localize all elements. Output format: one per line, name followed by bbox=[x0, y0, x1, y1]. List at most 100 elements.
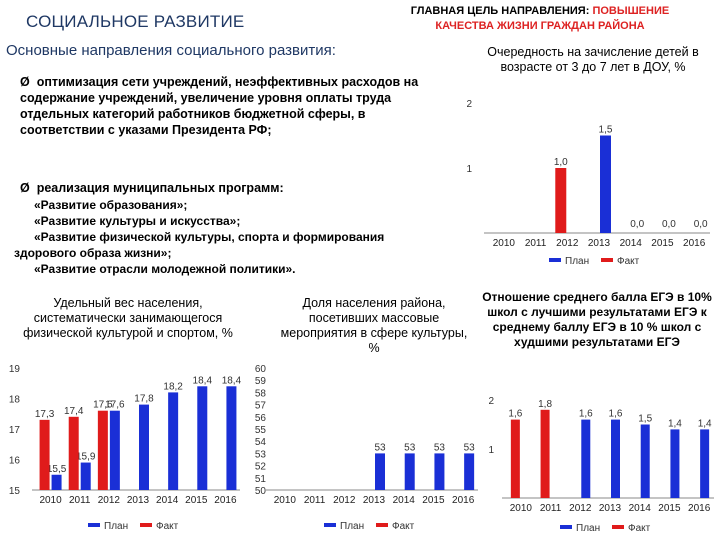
bullet-programs-text: реализация муниципальных программ: bbox=[36, 181, 284, 195]
x-tick-label: 2016 bbox=[214, 495, 237, 506]
bar-plan bbox=[611, 419, 620, 498]
x-tick-label: 2016 bbox=[452, 495, 475, 506]
x-tick-label: 2014 bbox=[620, 238, 643, 249]
data-label: 53 bbox=[434, 442, 446, 453]
bar-fact bbox=[39, 419, 50, 490]
legend-swatch-plan bbox=[560, 525, 572, 529]
x-tick-label: 2011 bbox=[540, 503, 562, 514]
data-label: 1,8 bbox=[538, 399, 552, 410]
data-label: 17,6 bbox=[93, 400, 113, 411]
x-tick-label: 2013 bbox=[599, 503, 622, 514]
y-tick-label: 1 bbox=[488, 445, 494, 456]
bullet-programs: Ø реализация муниципальных программ: bbox=[20, 180, 460, 196]
y-tick-label: 58 bbox=[255, 388, 267, 399]
bar-plan bbox=[581, 419, 591, 498]
bar-plan bbox=[80, 462, 91, 490]
program-item: «Развитие отрасли молодежной политики». bbox=[34, 262, 296, 276]
data-label: 1,5 bbox=[638, 414, 652, 425]
x-tick-label: 2010 bbox=[510, 503, 533, 514]
directions-title: Основные направления социального развити… bbox=[6, 42, 336, 59]
bar-plan bbox=[700, 429, 710, 498]
data-label: 15,9 bbox=[76, 452, 96, 463]
data-label: 18,4 bbox=[193, 375, 213, 386]
bar-plan bbox=[226, 386, 237, 490]
bar-plan bbox=[670, 429, 680, 498]
bar-plan bbox=[600, 135, 611, 233]
legend-swatch-fact bbox=[601, 258, 613, 262]
y-tick-label: 17 bbox=[9, 425, 21, 436]
bullet-marker-icon: Ø bbox=[20, 75, 30, 89]
data-label: 1,5 bbox=[599, 125, 613, 136]
chart-title-dou: Очередность на зачисление детей в возрас… bbox=[487, 45, 699, 74]
legend-label-plan: План bbox=[340, 521, 364, 532]
legend-swatch-plan bbox=[549, 258, 561, 262]
page-title: СОЦИАЛЬНОЕ РАЗВИТИЕ bbox=[26, 12, 245, 31]
bar-fact bbox=[68, 416, 79, 490]
data-label: 1,0 bbox=[554, 157, 568, 168]
data-label: 0,0 bbox=[662, 219, 676, 230]
x-tick-label: 2013 bbox=[588, 238, 611, 249]
chart-dou: 1 2 2010 2011 2012 1,0 2013 1,5 2014 0,0 2015 0,0 20… bbox=[466, 99, 710, 267]
chart-title-ege: Отношение среднего балла ЕГЭ в 10% школ … bbox=[482, 290, 712, 349]
y-tick-label: 53 bbox=[255, 449, 267, 460]
program-item: «Развитие культуры и искусства»; bbox=[34, 214, 241, 228]
x-tick-label: 2012 bbox=[556, 238, 579, 249]
x-tick-label: 2013 bbox=[127, 495, 150, 506]
program-item: «Развитие физической культуры, спорта и … bbox=[34, 230, 385, 244]
legend-label-fact: Факт bbox=[156, 521, 179, 532]
x-tick-label: 2015 bbox=[422, 495, 445, 506]
x-tick-label: 2012 bbox=[98, 495, 121, 506]
x-tick-label: 2014 bbox=[393, 495, 416, 506]
x-tick-label: 2012 bbox=[569, 503, 592, 514]
x-tick-label: 2015 bbox=[651, 238, 674, 249]
bullet-optimization-text: оптимизация сети учреждений, неэффективн… bbox=[20, 75, 419, 137]
data-label: 0,0 bbox=[630, 219, 644, 230]
x-tick-label: 2014 bbox=[156, 495, 179, 506]
program-list: «Развитие образования»; «Развитие культу… bbox=[14, 197, 454, 277]
program-item: здорового образа жизни»; bbox=[14, 246, 172, 260]
legend-swatch-plan bbox=[324, 523, 336, 527]
data-label: 17,8 bbox=[134, 394, 154, 405]
program-item: «Развитие образования»; bbox=[34, 198, 188, 212]
data-label: 18,4 bbox=[222, 375, 242, 386]
bar-plan bbox=[434, 453, 445, 490]
chart-title-culture: Доля населения района, посетивших массов… bbox=[280, 296, 468, 355]
x-tick-label: 2015 bbox=[185, 495, 208, 506]
main-goal-highlight: ПОВЫШЕНИЕ bbox=[592, 5, 670, 17]
bar-plan bbox=[375, 453, 385, 490]
x-tick-label: 2013 bbox=[363, 495, 386, 506]
chart-sport: 15 16 17 18 19 2010 15,5 17,3 2011 15,9 17,4 2012 17… bbox=[9, 364, 242, 532]
legend-swatch-plan bbox=[88, 523, 100, 527]
x-tick-label: 2016 bbox=[683, 238, 706, 249]
data-label: 17,6 bbox=[105, 400, 125, 411]
y-tick-label: 51 bbox=[255, 474, 267, 485]
bar-fact bbox=[97, 410, 108, 490]
data-label: 53 bbox=[404, 442, 416, 453]
chart-title-sport: Удельный вес населения, систематически з… bbox=[23, 296, 233, 340]
legend-label-plan: План bbox=[104, 521, 128, 532]
bar-plan bbox=[109, 410, 120, 490]
y-tick-label: 1 bbox=[466, 164, 472, 175]
data-label: 1,4 bbox=[668, 418, 682, 429]
bar-plan bbox=[139, 404, 149, 490]
bar-plan bbox=[464, 453, 475, 490]
x-tick-label: 2014 bbox=[629, 503, 652, 514]
y-tick-label: 54 bbox=[255, 437, 267, 448]
x-tick-label: 2012 bbox=[333, 495, 356, 506]
bar-fact bbox=[555, 168, 567, 233]
x-tick-label: 2010 bbox=[39, 495, 62, 506]
legend-label-plan: План bbox=[565, 256, 589, 267]
x-tick-label: 2016 bbox=[688, 503, 711, 514]
y-tick-label: 60 bbox=[255, 364, 267, 375]
data-label: 1,6 bbox=[609, 409, 623, 420]
legend-swatch-fact bbox=[376, 523, 388, 527]
bar-plan bbox=[51, 474, 62, 490]
bullet-marker-icon: Ø bbox=[20, 181, 30, 195]
bar-fact bbox=[540, 409, 550, 498]
y-tick-label: 59 bbox=[255, 376, 267, 387]
legend-swatch-fact bbox=[140, 523, 152, 527]
chart-ege: 1 2 2010 1,6 2011 1,8 2012 1,6 2013 1,6 2014 1,5 201… bbox=[488, 396, 714, 534]
bar-plan bbox=[404, 453, 415, 490]
main-goal: ГЛАВНАЯ ЦЕЛЬ НАПРАВЛЕНИЯ: ПОВЫШЕНИЕ КАЧЕ… bbox=[360, 4, 720, 34]
